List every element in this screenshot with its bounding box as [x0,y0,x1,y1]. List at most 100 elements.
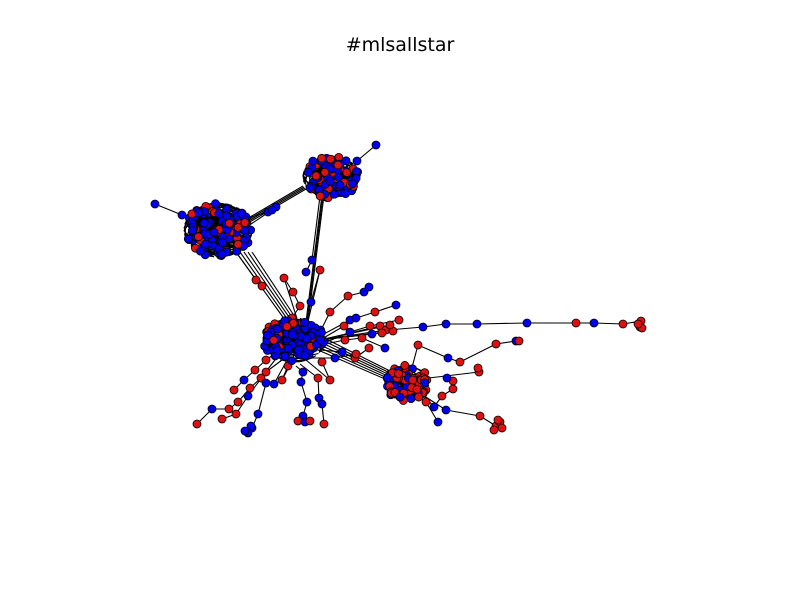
graph-node-red [341,336,349,344]
graph-node-red [262,356,270,364]
graph-node-blue [442,320,450,328]
graph-node-blue [196,247,204,255]
graph-edge [258,383,266,414]
graph-node-blue [270,380,278,388]
graph-node-blue [330,190,338,198]
graph-node-red [334,161,342,169]
graph-node-red [409,376,417,384]
graph-node-red [449,385,457,393]
graph-node-red [262,368,270,376]
graph-node-blue [247,422,255,430]
graph-node-blue [215,210,223,218]
graph-node-red [352,350,360,358]
graph-node-blue [178,211,186,219]
graph-node-red [386,321,394,329]
graph-node-blue [288,331,296,339]
graph-node-red [225,219,233,227]
graph-node-blue [443,374,451,382]
graph-node-red [232,410,240,418]
graph-node-red [395,316,403,324]
graph-node-red [321,168,329,176]
node-layer [151,141,646,437]
graph-node-red [193,420,201,428]
graph-node-blue [307,298,315,306]
graph-node-red [296,302,304,310]
graph-node-blue [301,351,309,359]
graph-node-red [318,358,326,366]
graph-node-blue [240,376,248,384]
graph-node-blue [331,354,339,362]
graph-node-red [327,155,335,163]
graph-node-red [234,223,242,231]
graph-node-red [194,233,202,241]
graph-node-blue [421,379,429,387]
graph-node-blue [195,209,203,217]
graph-node-red [572,319,580,327]
graph-node-red [498,424,506,432]
graph-node-blue [262,379,270,387]
graph-node-blue [590,319,598,327]
graph-node-red [494,416,502,424]
graph-node-red [316,266,324,274]
graph-node-red [344,292,352,300]
graph-node-red [278,376,286,384]
graph-node-blue [349,180,357,188]
graph-node-blue [336,181,344,189]
graph-node-blue [301,318,309,326]
graph-node-blue [302,268,310,276]
graph-node-blue [151,200,159,208]
graph-node-blue [383,374,391,382]
graph-node-red [218,415,226,423]
graph-node-blue [352,314,360,322]
graph-edge [460,344,496,362]
graph-node-red [515,337,523,345]
graph-node-blue [346,328,354,336]
graph-node-blue [444,354,452,362]
graph-node-red [246,384,254,392]
graph-node-blue [201,240,209,248]
graph-node-red [438,392,446,400]
graph-node-blue [342,190,350,198]
graph-node-blue [200,219,208,227]
graph-node-red [414,341,422,349]
graph-node-blue [419,323,427,331]
graph-node-blue [208,405,216,413]
graph-node-blue [264,331,272,339]
graph-node-red [476,412,484,420]
graph-node-red [492,340,500,348]
graph-node-red [280,274,288,282]
graph-node-red [401,361,409,369]
graph-node-red [395,370,403,378]
graph-node-red [326,376,334,384]
graph-node-red [318,154,326,162]
graph-node-red [619,320,627,328]
graph-node-red [258,282,266,290]
graph-node-blue [368,330,376,338]
graph-node-blue [303,335,311,343]
graph-node-blue [326,177,334,185]
graph-node-blue [281,352,289,360]
graph-node-blue [338,348,346,356]
graph-node-red [365,344,373,352]
graph-node-blue [299,368,307,376]
graph-node-blue [442,406,450,414]
graph-node-blue [430,403,438,411]
graph-node-blue [353,157,361,165]
graph-node-red [456,358,464,366]
graph-node-blue [218,250,226,258]
graph-node-red [230,386,238,394]
graph-node-blue [396,393,404,401]
graph-node-blue [318,400,326,408]
graph-node-red [314,374,322,382]
graph-edge [477,323,527,324]
graph-edge [245,186,303,220]
graph-node-red [251,366,259,374]
graph-node-red [326,308,334,316]
graph-node-blue [434,418,442,426]
graph-node-blue [284,344,292,352]
graph-node-blue [317,329,325,337]
graph-node-red [415,393,423,401]
graph-node-blue [304,168,312,176]
